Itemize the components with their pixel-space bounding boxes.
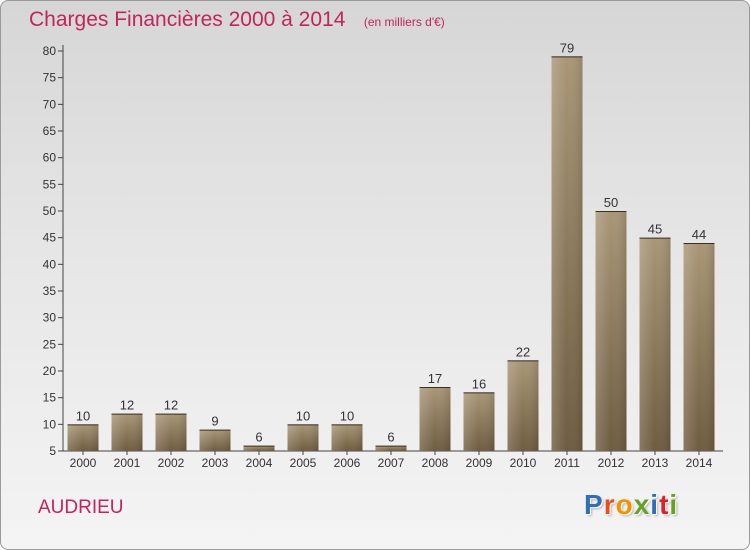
data-label-2006: 10 xyxy=(340,408,354,423)
data-label-2004: 6 xyxy=(255,430,262,445)
logo-letter: r xyxy=(603,489,616,520)
y-tick-label: 10 xyxy=(43,417,57,431)
data-label-2012: 50 xyxy=(604,195,618,210)
logo-letter: x xyxy=(633,489,651,520)
bar-shine-2010 xyxy=(507,360,539,451)
y-tick-label: 25 xyxy=(43,337,57,351)
chart-unit: (en milliers d'€) xyxy=(363,15,445,29)
chart-title: Charges Financières 2000 à 2014 xyxy=(29,8,346,31)
bar-shine-2009 xyxy=(463,392,495,451)
y-tick-label: 5 xyxy=(49,444,56,458)
x-tick-label-2007: 2007 xyxy=(378,456,405,470)
x-tick-label-2008: 2008 xyxy=(422,456,449,470)
x-tick-label-2006: 2006 xyxy=(334,456,361,470)
y-axis: 5 10 15 20 25 30 35 40 45 50 55 60 65 70 75 80 xyxy=(43,44,64,458)
proxiti-logo[interactable]: Proxiti xyxy=(584,489,678,521)
logo-letter: i xyxy=(669,489,679,520)
bar-shine-2004 xyxy=(243,445,275,451)
bars xyxy=(67,56,715,451)
data-label-2010: 22 xyxy=(516,344,530,359)
x-tick-label-2010: 2010 xyxy=(510,456,537,470)
x-tick-label-2009: 2009 xyxy=(466,456,493,470)
y-tick-label: 50 xyxy=(43,204,57,218)
bar-shine-2008 xyxy=(419,387,451,451)
y-tick-label: 60 xyxy=(43,151,57,165)
data-label-2005: 10 xyxy=(296,408,310,423)
data-label-2009: 16 xyxy=(472,376,486,391)
x-tick-label-2011: 2011 xyxy=(554,456,580,470)
bar-shine-2001 xyxy=(111,413,143,451)
bar-shine-2007 xyxy=(375,445,407,451)
data-label-2002: 12 xyxy=(164,398,178,413)
logo-letter: i xyxy=(650,489,660,520)
data-labels: 10 12 12 9 6 10 10 6 17 16 22 79 50 45 44 xyxy=(76,40,706,444)
y-tick-label: 70 xyxy=(43,97,57,111)
data-label-2007: 6 xyxy=(387,430,394,445)
logo-letter: t xyxy=(659,489,670,520)
data-label-2011: 79 xyxy=(560,40,574,55)
logo-letter: P xyxy=(584,489,604,520)
x-tick-label-2005: 2005 xyxy=(290,456,317,470)
x-tick-label-2003: 2003 xyxy=(202,456,229,470)
x-tick-label-2014: 2014 xyxy=(686,456,713,470)
bar-shine-2013 xyxy=(639,237,671,451)
y-tick-label: 40 xyxy=(43,257,57,271)
x-tick-label-2001: 2001 xyxy=(114,456,141,470)
y-tick-label: 30 xyxy=(43,311,57,325)
x-tick-label-2004: 2004 xyxy=(246,456,273,470)
bar-shine-2011 xyxy=(551,56,583,451)
x-tick-label-2012: 2012 xyxy=(598,456,625,470)
bar-shine-2006 xyxy=(331,424,363,451)
x-tick-label-2002: 2002 xyxy=(158,456,185,470)
bar-shine-2012 xyxy=(595,211,627,451)
data-label-2014: 44 xyxy=(692,227,706,242)
x-tick-label-2013: 2013 xyxy=(642,456,669,470)
bar-shine-2005 xyxy=(287,424,319,451)
bar-shine-2014 xyxy=(683,243,715,451)
data-label-2000: 10 xyxy=(76,408,90,423)
y-tick-label: 15 xyxy=(43,391,57,405)
x-tick-label-2000: 2000 xyxy=(70,456,97,470)
y-tick-label: 80 xyxy=(43,44,57,58)
y-tick-label: 75 xyxy=(43,71,57,85)
y-tick-label: 20 xyxy=(43,364,57,378)
bar-shine-2003 xyxy=(199,429,231,451)
x-axis: 2000 2001 2002 2003 2004 2005 2006 2007 2008 2009… xyxy=(63,450,723,470)
y-tick-label: 45 xyxy=(43,231,57,245)
commune-name: AUDRIEU xyxy=(38,497,124,518)
y-tick-label: 55 xyxy=(43,177,57,191)
y-tick-label: 35 xyxy=(43,284,57,298)
data-label-2008: 17 xyxy=(428,371,442,386)
data-label-2003: 9 xyxy=(211,414,218,429)
data-label-2013: 45 xyxy=(648,222,662,237)
data-label-2001: 12 xyxy=(120,398,134,413)
logo-letter: o xyxy=(615,489,634,520)
chart-title-block: Charges Financières 2000 à 2014 (en mill… xyxy=(29,8,445,32)
bar-shine-2000 xyxy=(67,424,99,451)
bar-shine-2002 xyxy=(155,413,187,451)
y-tick-label: 65 xyxy=(43,124,57,138)
